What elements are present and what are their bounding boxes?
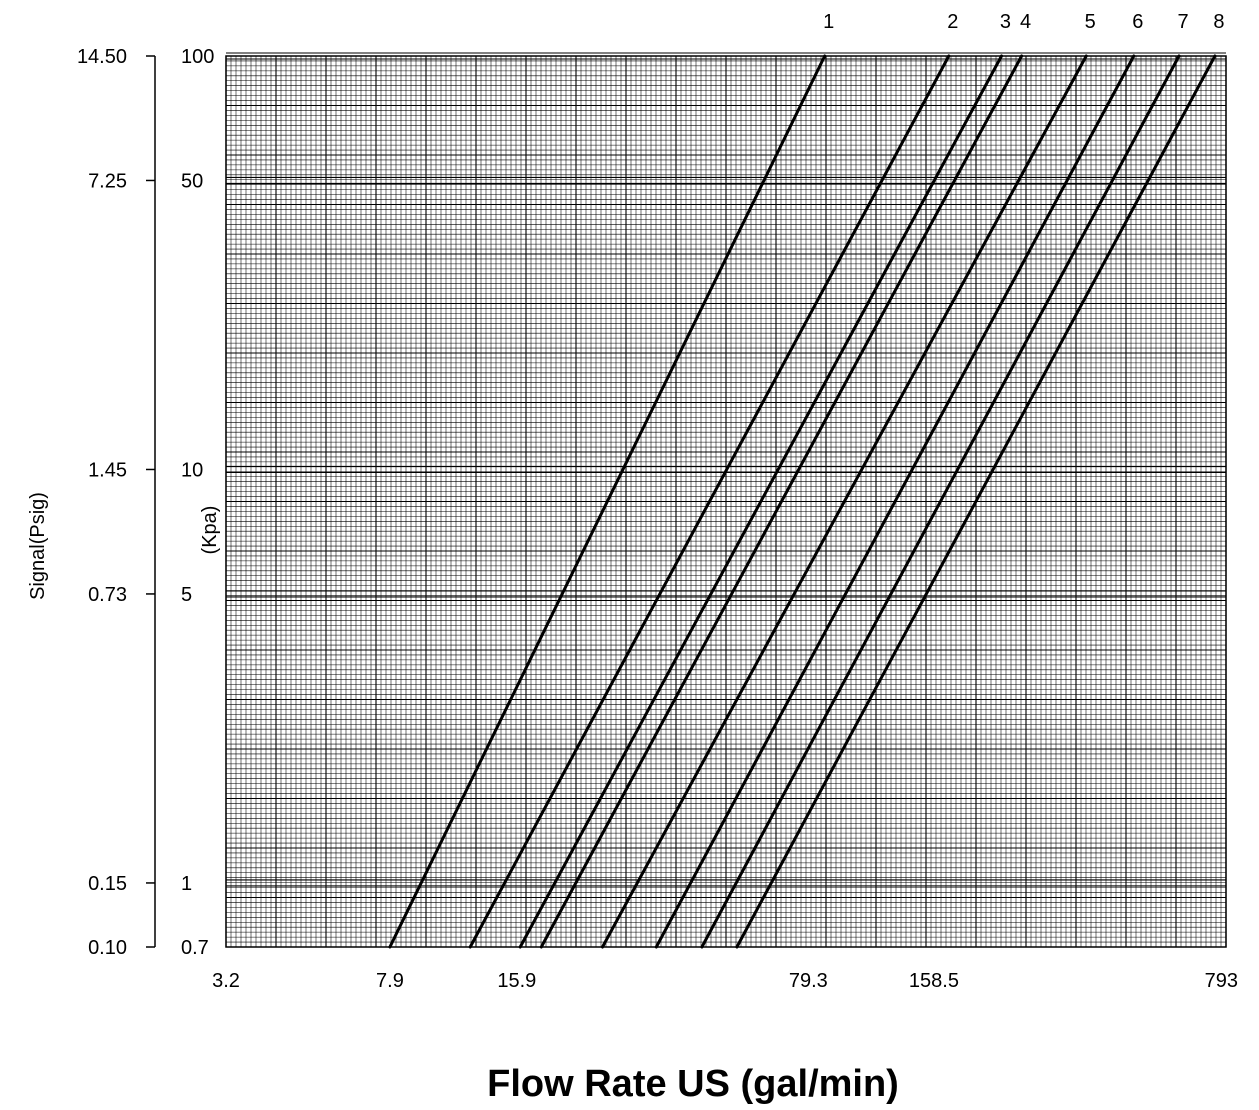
x-tick-label: 793 xyxy=(1205,970,1238,992)
x-tick-label: 15.9 xyxy=(497,970,536,992)
chart-grid xyxy=(225,52,1227,948)
psig-tick-label: 7.25 xyxy=(88,170,127,192)
y-axis-title-kpa: (Kpa) xyxy=(199,506,221,555)
kpa-tick-label: 10 xyxy=(181,459,203,481)
series-label-3: 3 xyxy=(1000,11,1011,33)
psig-tick-label: 0.10 xyxy=(88,937,127,959)
x-tick-label: 158.5 xyxy=(909,970,959,992)
psig-tick-label: 0.73 xyxy=(88,584,127,606)
series-line-7 xyxy=(700,54,1181,949)
series-line-6 xyxy=(654,54,1136,949)
series-line-1 xyxy=(388,54,827,949)
kpa-tick-label: 50 xyxy=(181,170,203,192)
kpa-tick-labels: 100 50 10 5 1 0.7 xyxy=(181,46,214,959)
series-line-3 xyxy=(518,54,1003,949)
x-tick-labels: 3.2 7.9 15.9 79.3 158.5 793 xyxy=(212,970,1238,992)
kpa-tick-label: 100 xyxy=(181,46,214,68)
series-label-8: 8 xyxy=(1213,11,1224,33)
x-tick-label: 3.2 xyxy=(212,970,240,992)
y-axis-title-psig: Signal(Psig) xyxy=(27,492,49,600)
series-line-5 xyxy=(601,54,1088,949)
series-label-7: 7 xyxy=(1177,11,1188,33)
series-line-8 xyxy=(735,54,1217,949)
series-label-4: 4 xyxy=(1020,11,1031,33)
series-line-4 xyxy=(539,54,1024,949)
psig-tick-label: 0.15 xyxy=(88,873,127,895)
series-label-5: 5 xyxy=(1085,11,1096,33)
psig-tick-label: 14.50 xyxy=(77,46,127,68)
series-label-6: 6 xyxy=(1132,11,1143,33)
kpa-tick-label: 5 xyxy=(181,584,192,606)
chart-curves xyxy=(388,54,1217,949)
x-tick-label: 7.9 xyxy=(376,970,404,992)
kpa-tick-label: 1 xyxy=(181,873,192,895)
x-tick-label: 79.3 xyxy=(789,970,828,992)
plot-frame xyxy=(225,55,1227,948)
kpa-tick-label: 0.7 xyxy=(181,937,209,959)
series-label-1: 1 xyxy=(823,11,834,33)
psig-axis: 14.50 7.25 1.45 0.73 0.15 0.10 xyxy=(77,46,156,959)
x-axis-title: Flow Rate US (gal/min) xyxy=(487,1063,899,1105)
psig-tick-label: 1.45 xyxy=(88,459,127,481)
series-line-2 xyxy=(468,54,951,949)
series-label-2: 2 xyxy=(947,11,958,33)
